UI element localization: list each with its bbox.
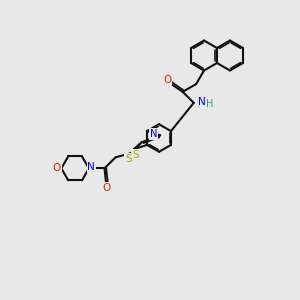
Text: S: S [132,150,139,160]
Text: N: N [198,97,206,107]
Text: O: O [163,75,171,85]
Text: N: N [87,162,95,172]
Text: O: O [103,183,111,193]
Text: N: N [150,129,157,139]
Text: H: H [206,99,213,109]
Text: O: O [53,164,61,173]
Text: S: S [125,154,131,164]
